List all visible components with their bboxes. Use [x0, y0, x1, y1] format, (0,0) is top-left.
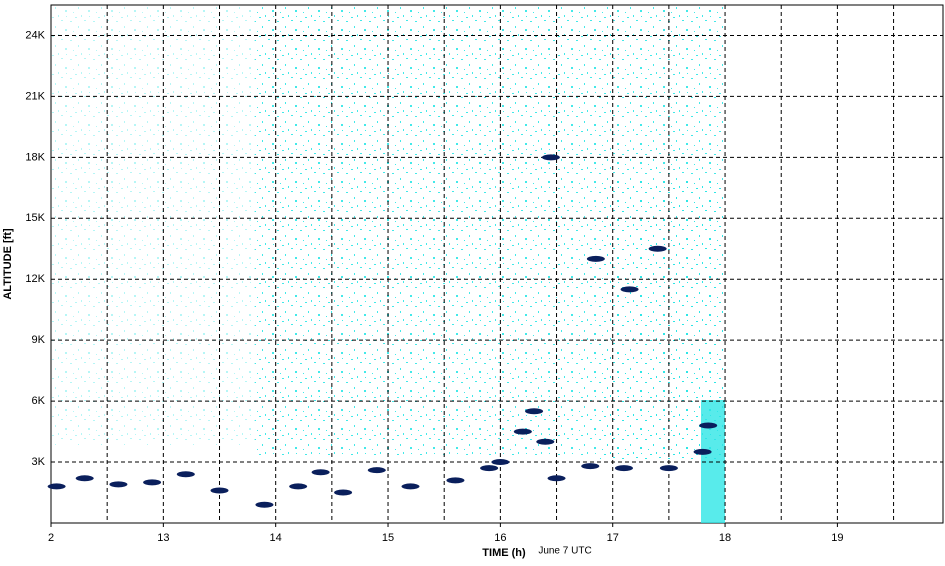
point: [541, 154, 560, 161]
x-tick-label: 17: [607, 532, 619, 544]
noise: [51, 5, 255, 445]
noise: [701, 400, 725, 523]
point: [648, 245, 667, 252]
x-tick-label: 15: [382, 532, 394, 544]
y-tick-label: 21K: [25, 90, 45, 102]
annotation: June 7 UTC: [538, 546, 591, 557]
point: [581, 463, 600, 470]
x-tick-label: 13: [157, 532, 169, 544]
point: [659, 465, 678, 472]
y-tick-label: 24K: [25, 29, 45, 41]
y-axis-label: ALTITUDE [ft]: [2, 228, 14, 300]
point: [614, 465, 633, 472]
y-tick-label: 9K: [32, 334, 46, 346]
point: [513, 428, 532, 435]
point: [75, 475, 94, 482]
point: [699, 422, 718, 429]
y-tick-label: 15K: [25, 212, 45, 224]
point: [289, 483, 308, 490]
point: [109, 481, 128, 488]
x-axis-label: TIME (h): [482, 547, 526, 559]
point: [311, 469, 330, 476]
point: [367, 467, 386, 474]
point: [491, 459, 510, 466]
point: [334, 489, 353, 496]
point: [47, 483, 66, 490]
y-tick-label: 6K: [32, 395, 46, 407]
point: [536, 438, 555, 445]
point: [176, 471, 195, 478]
y-tick-label: 12K: [25, 273, 45, 285]
point: [480, 465, 499, 472]
x-tick-label: 16: [494, 532, 506, 544]
point: [547, 475, 566, 482]
x-tick-label: 14: [270, 532, 282, 544]
point: [693, 448, 712, 455]
point: [143, 479, 162, 486]
point: [210, 487, 229, 494]
x-tick-label: 2: [48, 532, 54, 544]
y-tick-label: 3K: [32, 456, 46, 468]
point: [620, 286, 639, 293]
point: [586, 255, 605, 262]
point: [446, 477, 465, 484]
point: [255, 501, 274, 508]
x-tick-label: 18: [719, 532, 731, 544]
point: [525, 408, 544, 415]
x-tick-label: 19: [831, 532, 843, 544]
y-tick-label: 18K: [25, 151, 45, 163]
point: [401, 483, 420, 490]
